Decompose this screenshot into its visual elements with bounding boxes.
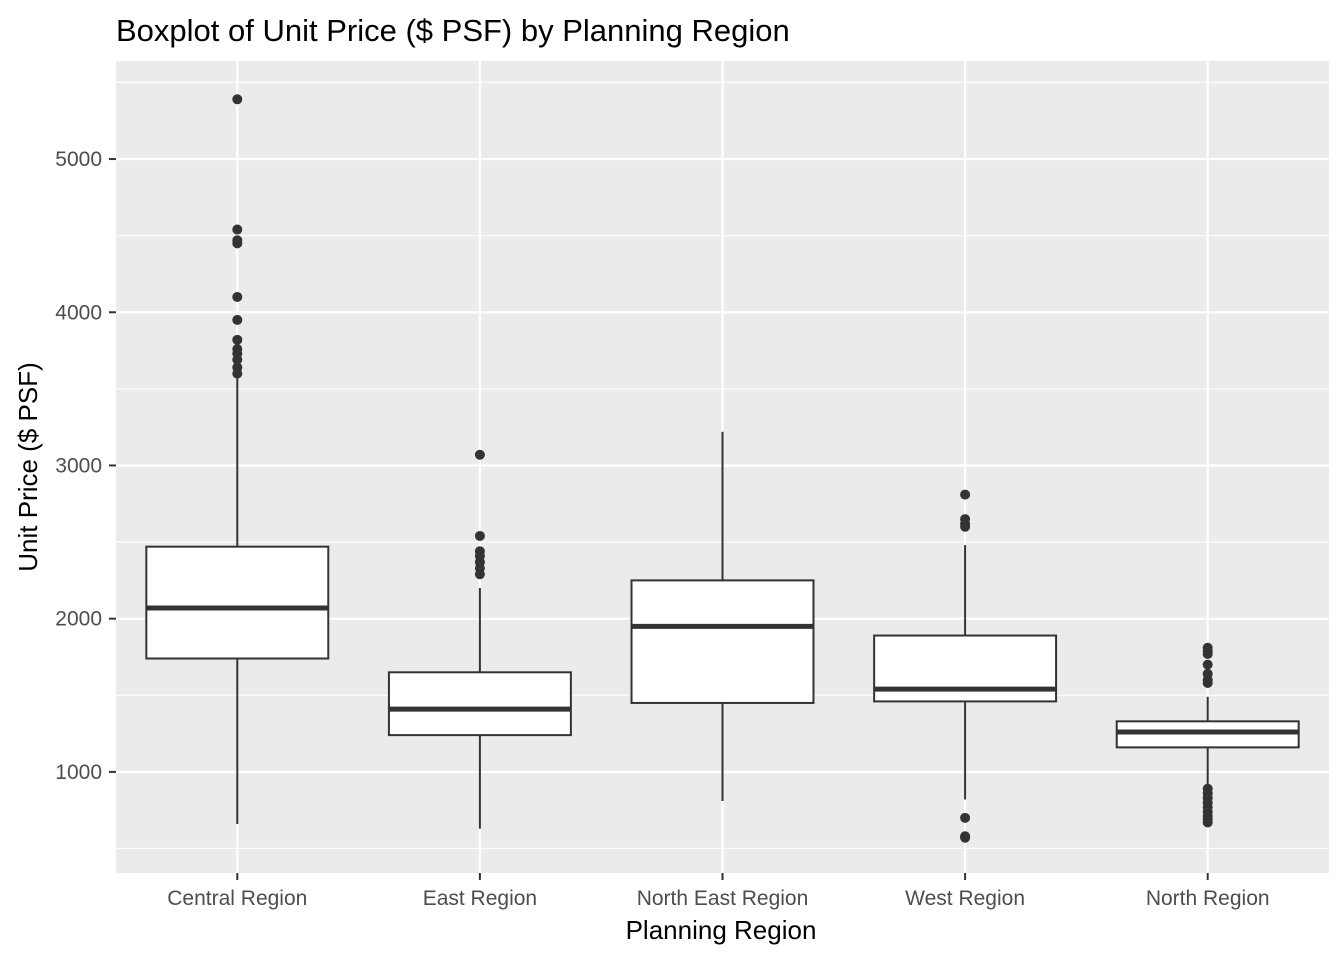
outlier-point [1202, 642, 1213, 653]
x-tick-label: North East Region [637, 887, 809, 910]
box-iqr [145, 545, 330, 660]
x-tick-label: East Region [423, 887, 537, 910]
outlier-point [474, 530, 485, 541]
outlier-point [232, 362, 243, 373]
x-tick-label: North Region [1146, 887, 1270, 910]
outlier-point [474, 546, 485, 557]
box-group [387, 449, 572, 829]
y-tick-label: 1000 [55, 761, 102, 784]
box-group [873, 489, 1058, 843]
box-group [145, 94, 330, 824]
y-tick-label: 4000 [55, 301, 102, 324]
outlier-point [474, 449, 485, 460]
outlier-point [232, 334, 243, 345]
outlier-point [232, 224, 243, 235]
outlier-point [1202, 783, 1213, 794]
x-axis-title: Planning Region [626, 915, 817, 945]
outlier-point [1202, 668, 1213, 679]
outlier-point [232, 314, 243, 325]
box-group [1115, 642, 1300, 828]
y-tick-label: 2000 [55, 608, 102, 631]
y-axis-title: Unit Price ($ PSF) [13, 362, 43, 572]
outlier-point [232, 291, 243, 302]
box-iqr [630, 579, 815, 704]
x-tick-label: Central Region [167, 887, 307, 910]
outlier-point [232, 94, 243, 105]
outlier-point [960, 831, 971, 842]
outlier-point [232, 235, 243, 246]
y-tick-label: 5000 [55, 148, 102, 171]
y-tick-label: 3000 [55, 454, 102, 477]
outlier-point [232, 344, 243, 355]
box-group [630, 431, 815, 801]
outlier-point [960, 489, 971, 500]
outlier-point [960, 514, 971, 525]
x-axis: Central Region East Region North East Regi… [167, 873, 1270, 910]
chart-title: Boxplot of Unit Price ($ PSF) by Plannin… [116, 13, 790, 48]
x-tick-label: West Region [905, 887, 1025, 910]
box-iqr [387, 671, 572, 737]
outlier-point [1202, 659, 1213, 670]
box-series [145, 94, 1300, 843]
y-axis: 1000 2000 3000 4000 5000 [55, 148, 116, 784]
outlier-point [960, 812, 971, 823]
